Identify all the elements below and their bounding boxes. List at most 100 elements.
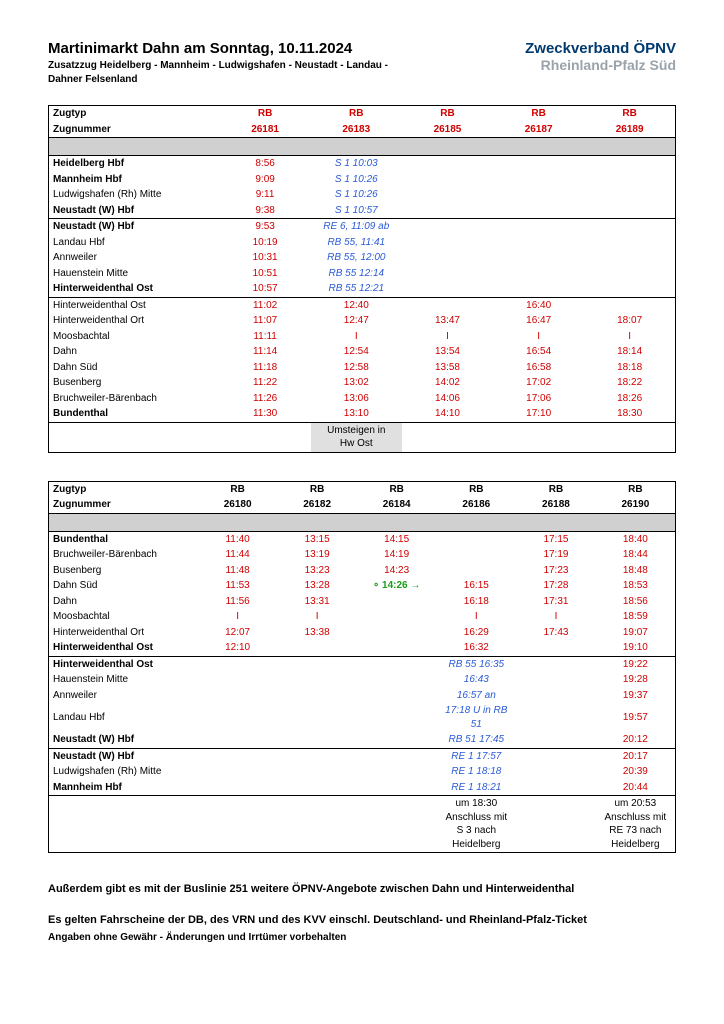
train-1: 26181 (220, 122, 311, 138)
time: 14:15 (357, 531, 437, 547)
time: 12:07 (198, 625, 278, 641)
time: 16:40 (493, 297, 584, 313)
zugtyp-1: RB (220, 106, 311, 122)
time: RB 55 12:21 (311, 281, 402, 297)
time: 10:31 (220, 250, 311, 266)
zugtyp-4: RB (493, 106, 584, 122)
train: 26180 (198, 497, 278, 513)
time: 17:31 (516, 594, 596, 610)
time: 13:19 (277, 547, 357, 563)
time: 17:15 (516, 531, 596, 547)
umsteigen-note: Umsteigen in Hw Ost (311, 422, 402, 452)
time: 11:07 (220, 313, 311, 329)
time: 18:44 (596, 547, 676, 563)
time: 18:59 (596, 609, 676, 625)
zugtyp: RB (198, 481, 278, 497)
connection-note-2: um 20:53 Anschluss mit RE 73 nach Heidel… (596, 796, 676, 853)
station: Neustadt (W) Hbf (49, 732, 198, 748)
time: 16:43 (436, 672, 516, 688)
time: RB 55 12:14 (311, 266, 402, 282)
time: I (493, 329, 584, 345)
time: 11:11 (220, 329, 311, 345)
train: 26182 (277, 497, 357, 513)
time: 18:30 (584, 406, 675, 422)
zugtyp-5: RB (584, 106, 675, 122)
time: 11:02 (220, 297, 311, 313)
train: 26184 (357, 497, 437, 513)
time: 19:22 (596, 656, 676, 672)
label-zugtyp: Zugtyp (49, 481, 198, 497)
station: Neustadt (W) Hbf (49, 203, 220, 219)
time: 16:15 (436, 578, 516, 594)
time: 17:28 (516, 578, 596, 594)
station: Mannheim Hbf (49, 172, 220, 188)
time: 12:58 (311, 360, 402, 376)
time: S 1 10:57 (311, 203, 402, 219)
time: 18:56 (596, 594, 676, 610)
station: Hinterweidenthal Ort (49, 313, 220, 329)
station: Hinterweidenthal Ost (49, 640, 198, 656)
time: I (402, 329, 493, 345)
station: Landau Hbf (49, 703, 198, 732)
time: 13:31 (277, 594, 357, 610)
time: 17:43 (516, 625, 596, 641)
time: 18:07 (584, 313, 675, 329)
time: 11:53 (198, 578, 278, 594)
time: 16:18 (436, 594, 516, 610)
label-zugtyp: Zugtyp (49, 106, 220, 122)
station: Ludwigshafen (Rh) Mitte (49, 187, 220, 203)
time: 11:18 (220, 360, 311, 376)
zugtyp-3: RB (402, 106, 493, 122)
time: 12:40 (311, 297, 402, 313)
time: 16:29 (436, 625, 516, 641)
time: 13:06 (311, 391, 402, 407)
time: 13:10 (311, 406, 402, 422)
station: Landau Hbf (49, 235, 220, 251)
station: Busenberg (49, 375, 220, 391)
time: I (436, 609, 516, 625)
label-zugnummer: Zugnummer (49, 122, 220, 138)
station: Heidelberg Hbf (49, 156, 220, 172)
time: 16:54 (493, 344, 584, 360)
time: 13:58 (402, 360, 493, 376)
time: 11:56 (198, 594, 278, 610)
station: Dahn Süd (49, 360, 220, 376)
time: 8:56 (220, 156, 311, 172)
time: 10:57 (220, 281, 311, 297)
time: 10:19 (220, 235, 311, 251)
time: 9:53 (220, 219, 311, 235)
station: Bundenthal (49, 406, 220, 422)
time: RB 55, 11:41 (311, 235, 402, 251)
time: 13:54 (402, 344, 493, 360)
train: 26190 (596, 497, 676, 513)
time: 12:10 (198, 640, 278, 656)
time: 9:11 (220, 187, 311, 203)
time: 19:57 (596, 703, 676, 732)
time: 17:06 (493, 391, 584, 407)
train-5: 26189 (584, 122, 675, 138)
zugtyp: RB (596, 481, 676, 497)
time: 16:58 (493, 360, 584, 376)
time: 11:14 (220, 344, 311, 360)
return-table: Zugtyp RB RB RB RB RB RB Zugnummer 26180… (48, 481, 676, 854)
subtitle-line2: Dahner Felsenland (48, 73, 388, 87)
time: 13:47 (402, 313, 493, 329)
time: 14:19 (357, 547, 437, 563)
time: 13:28 (277, 578, 357, 594)
time: 9:38 (220, 203, 311, 219)
time: RE 1 18:21 (436, 780, 516, 796)
train-3: 26185 (402, 122, 493, 138)
time: 13:02 (311, 375, 402, 391)
connection-note-1: um 18:30 Anschluss mit S 3 nach Heidelbe… (436, 796, 516, 853)
time: 11:30 (220, 406, 311, 422)
time: RE 6, 11:09 ab (311, 219, 402, 235)
time: I (584, 329, 675, 345)
train-4: 26187 (493, 122, 584, 138)
train: 26186 (436, 497, 516, 513)
logo-bottom: Rheinland-Pfalz Süd (525, 57, 676, 73)
time: 20:17 (596, 748, 676, 764)
time: 9:09 (220, 172, 311, 188)
time: RE 1 17:57 (436, 748, 516, 764)
station: Bruchweiler-Bärenbach (49, 547, 198, 563)
station: Mannheim Hbf (49, 780, 198, 796)
